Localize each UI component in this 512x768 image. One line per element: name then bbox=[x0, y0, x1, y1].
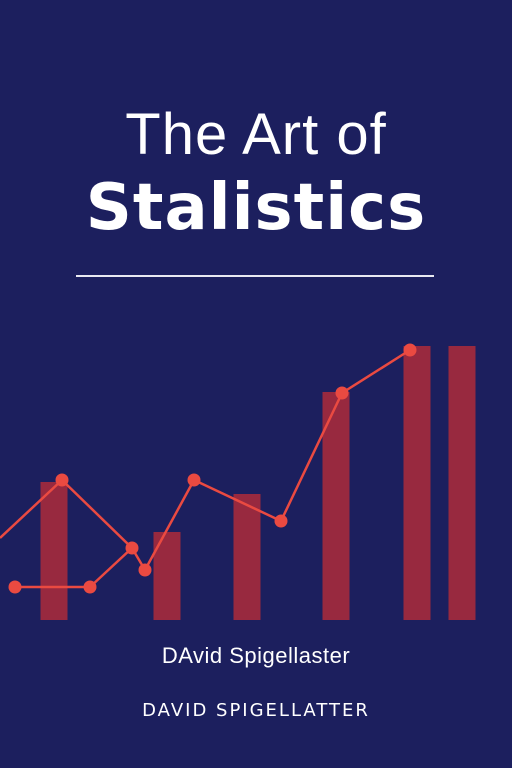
chart-line-main-point-6 bbox=[275, 515, 288, 528]
chart-bar-6 bbox=[449, 346, 476, 620]
chart-line-main-point-4 bbox=[139, 564, 152, 577]
chart-bar-3 bbox=[234, 494, 261, 620]
chart-line-main-point-8 bbox=[404, 344, 417, 357]
points-layer bbox=[9, 344, 417, 594]
chart-line-base bbox=[15, 548, 132, 587]
chart-line-main-point-3 bbox=[126, 542, 139, 555]
author-name-secondary: DAVID SPIGELLATTER bbox=[0, 699, 512, 723]
chart-bar-1 bbox=[41, 482, 68, 620]
chart-line-main-point-5 bbox=[188, 474, 201, 487]
chart-line-main-point-2 bbox=[56, 474, 69, 487]
chart-bar-5 bbox=[404, 346, 431, 620]
chart-line-main-point-7 bbox=[336, 387, 349, 400]
author-name-primary: DAvid Spigellaster bbox=[0, 642, 512, 670]
chart-line-base-point-2 bbox=[84, 581, 97, 594]
chart-line-base-point-1 bbox=[9, 581, 22, 594]
bars-layer bbox=[41, 346, 476, 620]
